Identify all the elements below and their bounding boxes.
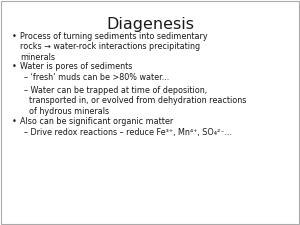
Text: – ‘fresh’ muds can be >80% water...: – ‘fresh’ muds can be >80% water... — [24, 73, 169, 82]
Text: – Drive redox reactions – reduce Fe³⁺, Mn⁴⁺, SO₄²⁻...: – Drive redox reactions – reduce Fe³⁺, M… — [24, 128, 232, 137]
Text: Water is pores of sediments: Water is pores of sediments — [20, 62, 132, 71]
Text: •: • — [12, 117, 17, 126]
Text: •: • — [12, 32, 17, 41]
Text: – Water can be trapped at time of deposition,
  transported in, or evolved from : – Water can be trapped at time of deposi… — [24, 86, 246, 116]
Text: Process of turning sediments into sedimentary
rocks → water-rock interactions pr: Process of turning sediments into sedime… — [20, 32, 208, 62]
Text: Diagenesis: Diagenesis — [106, 17, 194, 32]
Text: •: • — [12, 62, 17, 71]
Text: Also can be significant organic matter: Also can be significant organic matter — [20, 117, 173, 126]
